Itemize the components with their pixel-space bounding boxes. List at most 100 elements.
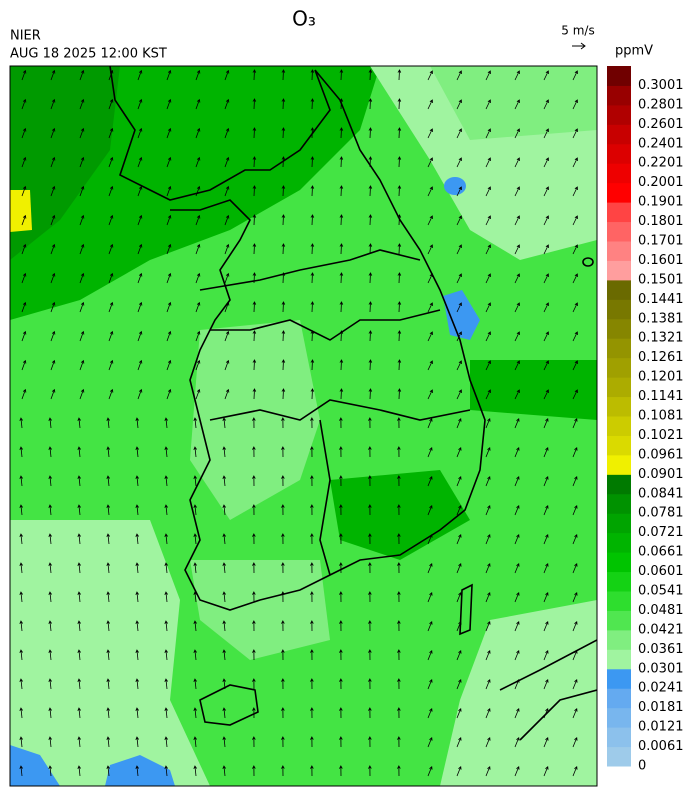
wind-arrow — [252, 736, 256, 748]
wind-arrow — [368, 765, 372, 777]
wind-arrow — [368, 620, 372, 632]
wind-arrow — [543, 765, 549, 777]
wind-arrow — [310, 649, 314, 661]
wind-arrow — [193, 475, 197, 487]
wind-arrow — [427, 389, 433, 400]
wind-arrow — [514, 591, 520, 603]
wind-arrow — [397, 678, 401, 690]
wind-arrow — [339, 417, 343, 429]
wind-arrow — [427, 620, 433, 632]
wind-arrow — [427, 533, 433, 545]
wind-arrow — [456, 446, 462, 458]
wind-arrow — [514, 331, 520, 342]
colorbar-swatch — [607, 688, 631, 709]
wind-arrow — [166, 388, 172, 400]
wind-reference-arrow — [572, 42, 586, 50]
colorbar-label: 0.0241 — [638, 681, 684, 696]
wind-arrow — [514, 736, 520, 748]
wind-arrow — [368, 185, 373, 197]
wind-arrow — [397, 417, 401, 429]
wind-arrow — [106, 620, 110, 632]
wind-arrow — [137, 243, 143, 255]
wind-arrow — [368, 591, 372, 603]
wind-arrow — [21, 301, 27, 313]
wind-arrow — [79, 127, 85, 139]
wind-arrow — [397, 127, 402, 139]
colorbar-swatch — [607, 610, 631, 631]
wind-arrow — [77, 678, 81, 690]
wind-arrow — [368, 533, 372, 545]
wind-arrow — [106, 504, 110, 516]
wind-arrow — [164, 620, 168, 632]
wind-arrow — [397, 446, 401, 458]
wind-arrow — [193, 504, 197, 516]
wind-arrow — [193, 562, 197, 574]
colorbar-swatch — [607, 396, 631, 417]
wind-arrow — [281, 533, 285, 545]
wind-arrow — [427, 707, 433, 719]
wind-arrow — [339, 591, 343, 603]
wind-arrow — [195, 301, 201, 313]
wind-arrow — [222, 417, 226, 429]
wind-arrow — [485, 331, 491, 342]
wind-arrow — [572, 389, 578, 400]
colorbar-label: 0.0301 — [638, 661, 684, 676]
wind-arrow — [106, 707, 110, 719]
wind-arrow — [106, 562, 110, 574]
wind-arrow — [339, 185, 344, 197]
wind-arrow — [252, 765, 256, 777]
wind-arrow — [77, 446, 81, 458]
wind-arrow — [77, 475, 81, 487]
wind-arrow — [21, 156, 27, 168]
wind-arrow — [368, 388, 373, 400]
wind-arrow — [281, 301, 286, 313]
wind-arrow — [50, 185, 56, 197]
wind-arrow — [224, 301, 230, 313]
wind-arrow — [164, 765, 168, 777]
wind-arrow — [252, 359, 257, 371]
wind-arrow — [514, 562, 520, 574]
wind-arrow — [427, 128, 433, 139]
wind-arrow — [137, 127, 143, 139]
wind-arrow — [166, 359, 172, 371]
wind-arrow — [48, 649, 52, 661]
wind-arrow — [135, 533, 139, 545]
wind-arrow — [252, 127, 257, 139]
wind-arrow — [514, 620, 520, 632]
wind-arrow — [543, 620, 549, 632]
wind-arrow — [572, 99, 578, 110]
colorbar-swatch — [607, 629, 631, 650]
wind-arrow — [48, 765, 52, 777]
wind-arrow — [164, 562, 168, 574]
colorbar-label: 0.0961 — [638, 447, 684, 462]
wind-arrow — [572, 417, 578, 429]
wind-arrow — [50, 214, 56, 226]
wind-arrow — [281, 388, 286, 400]
wind-arrow — [281, 765, 285, 777]
wind-arrow — [368, 446, 372, 458]
wind-arrow — [397, 301, 402, 313]
wind-arrow — [224, 243, 230, 255]
wind-arrow — [543, 417, 549, 429]
wind-arrow — [543, 678, 549, 690]
wind-arrow — [108, 127, 114, 139]
wind-arrow — [224, 69, 230, 81]
wind-arrow — [543, 331, 549, 342]
wind-arrow — [19, 591, 23, 603]
wind-arrow — [339, 504, 343, 516]
wind-arrow — [281, 475, 285, 487]
wind-arrow — [21, 69, 27, 81]
wind-arrow — [137, 69, 143, 81]
wind-arrow — [427, 186, 433, 197]
wind-arrow — [222, 649, 226, 661]
wind-arrow — [427, 736, 433, 748]
wind-arrow — [137, 185, 143, 197]
colorbar-label: 0.0481 — [638, 603, 684, 618]
wind-arrow — [514, 678, 520, 690]
wind-arrow — [50, 301, 56, 313]
wind-arrow — [252, 214, 257, 226]
colorbar-swatch — [607, 318, 631, 339]
wind-arrow — [19, 649, 23, 661]
wind-arrow — [252, 417, 256, 429]
